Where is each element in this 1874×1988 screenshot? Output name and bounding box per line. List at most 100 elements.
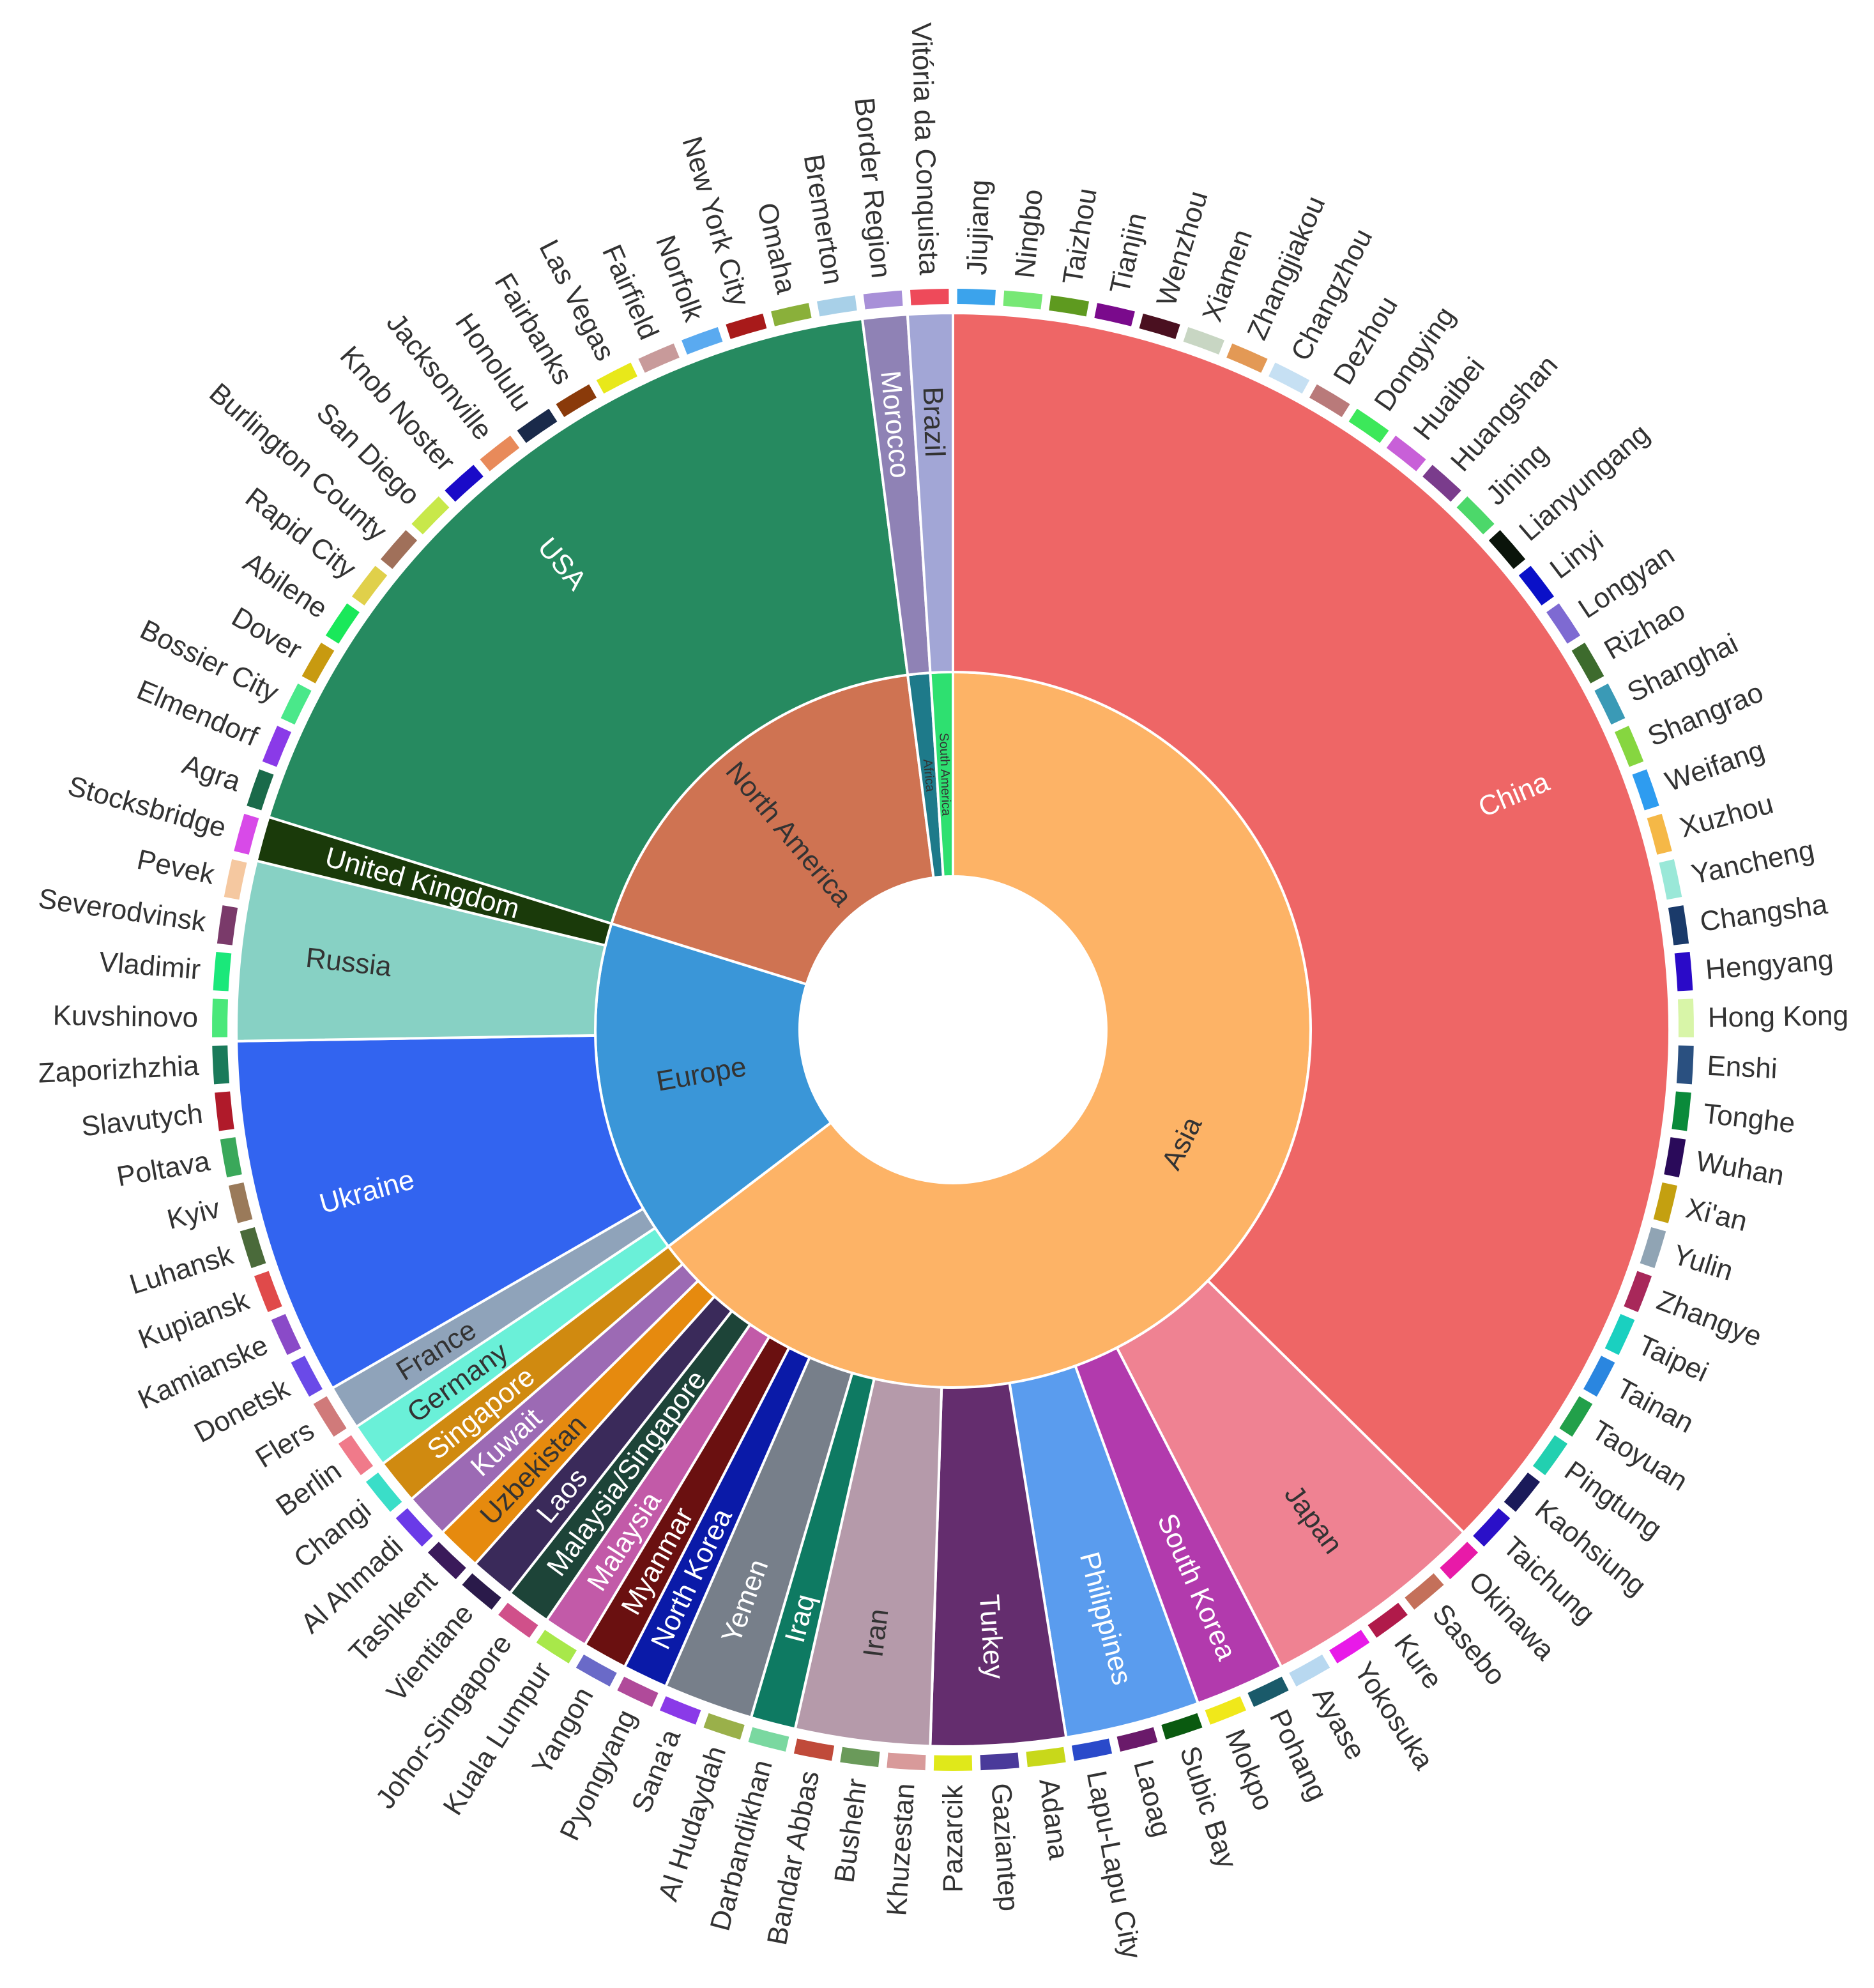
city-slice-jining[interactable] xyxy=(1456,496,1495,535)
country-slice-ukraine[interactable] xyxy=(235,1034,645,1390)
city-slice-xuzhou[interactable] xyxy=(1647,813,1672,855)
city-slice-tonghe[interactable] xyxy=(1672,1091,1691,1131)
city-slice-tianjin[interactable] xyxy=(1094,303,1135,326)
city-slice-gaziantep[interactable] xyxy=(980,1752,1019,1771)
city-slice-okinawa[interactable] xyxy=(1440,1541,1479,1580)
city-slice-yokosuka[interactable] xyxy=(1329,1630,1370,1663)
city-slice-taizhou[interactable] xyxy=(1049,295,1090,317)
city-slice-burlington-county[interactable] xyxy=(380,530,418,569)
city-slice-honolulu[interactable] xyxy=(517,408,558,443)
city-slice-san-diego[interactable] xyxy=(411,496,450,535)
city-slice-tashkent[interactable] xyxy=(427,1541,466,1580)
country-slice-china[interactable] xyxy=(952,311,1671,1534)
city-slice-severodvinsk[interactable] xyxy=(217,905,238,945)
city-slice-kyiv[interactable] xyxy=(228,1182,253,1223)
city-slice-stocksbridge[interactable] xyxy=(234,813,259,855)
city-slice-bushehr[interactable] xyxy=(840,1747,880,1768)
city-slice-lapu-lapu-city[interactable] xyxy=(1071,1738,1113,1761)
city-slice-bremerton[interactable] xyxy=(816,295,857,317)
city-slice-elmendorf[interactable] xyxy=(262,726,291,767)
city-slice-johor-singapore[interactable] xyxy=(498,1602,538,1638)
city-slice-zhangjiakou[interactable] xyxy=(1226,343,1268,373)
city-slice-hong-kong[interactable] xyxy=(1678,998,1694,1037)
city-slice-rapid-city[interactable] xyxy=(351,565,388,606)
city-slice-vit-ria-da-conquista[interactable] xyxy=(910,289,949,305)
city-slice-kuvshinovo[interactable] xyxy=(212,998,228,1037)
city-slice-al-hudaydah[interactable] xyxy=(703,1713,745,1740)
city-slice-wenzhou[interactable] xyxy=(1139,313,1180,339)
city-slice-sasebo[interactable] xyxy=(1405,1573,1444,1610)
city-slice-fairbanks[interactable] xyxy=(556,384,597,417)
city-slice-pazarcik[interactable] xyxy=(933,1755,973,1771)
city-slice-fairfield[interactable] xyxy=(638,343,680,373)
city-slice-shanghai[interactable] xyxy=(1594,684,1626,725)
city-slice-tainan[interactable] xyxy=(1583,1356,1615,1397)
city-slice-wuhan[interactable] xyxy=(1664,1137,1686,1178)
city-slice-sana-a[interactable] xyxy=(659,1696,701,1725)
city-slice-changsha[interactable] xyxy=(1668,905,1689,945)
city-slice-abilene[interactable] xyxy=(325,603,360,644)
city-slice-al-ahmadi[interactable] xyxy=(395,1508,433,1547)
city-slice-taichung[interactable] xyxy=(1473,1508,1511,1547)
city-slice-ayase[interactable] xyxy=(1289,1654,1330,1686)
city-slice-norfolk[interactable] xyxy=(682,327,723,355)
city-slice-khuzestan[interactable] xyxy=(887,1752,926,1771)
city-slice-pyongyang[interactable] xyxy=(617,1676,659,1708)
city-slice-zaporizhzhia[interactable] xyxy=(212,1045,230,1085)
city-slice-xiamen[interactable] xyxy=(1183,327,1224,355)
country-slice-brazil[interactable] xyxy=(906,311,954,675)
city-slice-dover[interactable] xyxy=(301,643,335,684)
city-slice-slavutych[interactable] xyxy=(215,1091,234,1131)
city-slice-pingtung[interactable] xyxy=(1532,1435,1568,1476)
city-slice-berlin[interactable] xyxy=(338,1435,374,1476)
city-slice-yulin[interactable] xyxy=(1640,1227,1666,1269)
city-slice-omaha[interactable] xyxy=(771,303,812,326)
city-slice-vientiane[interactable] xyxy=(462,1573,501,1610)
city-slice-longyan[interactable] xyxy=(1546,603,1581,644)
city-slice-knob-noster[interactable] xyxy=(445,464,484,502)
city-slice-jacksonville[interactable] xyxy=(480,435,520,471)
city-slice-agra[interactable] xyxy=(247,769,274,811)
city-slice-vladimir[interactable] xyxy=(213,952,232,991)
city-slice-changi[interactable] xyxy=(365,1472,402,1512)
city-slice-laoag[interactable] xyxy=(1116,1727,1158,1752)
city-slice-darbandikhan[interactable] xyxy=(748,1727,789,1752)
city-slice-huaibei[interactable] xyxy=(1386,435,1426,471)
city-slice-adana[interactable] xyxy=(1026,1747,1066,1768)
city-slice-ningbo[interactable] xyxy=(1003,290,1043,310)
city-slice-new-york-city[interactable] xyxy=(726,313,767,339)
city-slice-huangshan[interactable] xyxy=(1422,464,1461,502)
city-slice-weifang[interactable] xyxy=(1632,769,1659,811)
city-slice-enshi[interactable] xyxy=(1676,1045,1694,1085)
country-slice-usa[interactable] xyxy=(267,317,910,926)
city-slice-jiujiang[interactable] xyxy=(957,289,996,305)
city-slice-luhansk[interactable] xyxy=(240,1227,266,1269)
city-slice-taipei[interactable] xyxy=(1604,1313,1635,1356)
city-slice-subic-bay[interactable] xyxy=(1161,1713,1203,1740)
city-slice-kure[interactable] xyxy=(1367,1602,1408,1638)
city-slice-border-region[interactable] xyxy=(863,290,903,310)
city-slice-lianyungang[interactable] xyxy=(1488,530,1526,569)
city-slice-xi-an[interactable] xyxy=(1653,1182,1678,1223)
city-slice-hengyang[interactable] xyxy=(1674,952,1693,991)
city-slice-pohang[interactable] xyxy=(1247,1676,1289,1708)
city-slice-kaohsiung[interactable] xyxy=(1504,1472,1541,1512)
city-slice-poltava[interactable] xyxy=(220,1137,242,1178)
city-slice-bandar-abbas[interactable] xyxy=(793,1738,835,1761)
city-slice-dezhou[interactable] xyxy=(1309,384,1350,417)
city-slice-taoyuan[interactable] xyxy=(1559,1396,1593,1437)
city-slice-kamianske[interactable] xyxy=(271,1313,301,1356)
city-slice-yangon[interactable] xyxy=(575,1654,617,1686)
city-slice-kuala-lumpur[interactable] xyxy=(536,1630,577,1663)
city-slice-las-vegas[interactable] xyxy=(596,362,637,394)
city-slice-yancheng[interactable] xyxy=(1659,859,1682,900)
city-slice-rizhao[interactable] xyxy=(1571,643,1604,684)
city-slice-changzhou[interactable] xyxy=(1268,362,1310,394)
city-slice-mokpo[interactable] xyxy=(1205,1696,1247,1725)
city-slice-bossier-city[interactable] xyxy=(280,684,312,725)
city-slice-zhangye[interactable] xyxy=(1624,1271,1652,1313)
city-slice-dongying[interactable] xyxy=(1348,408,1389,443)
city-slice-flers[interactable] xyxy=(313,1396,347,1437)
city-slice-pevek[interactable] xyxy=(224,859,247,900)
city-slice-shangrao[interactable] xyxy=(1615,726,1644,767)
